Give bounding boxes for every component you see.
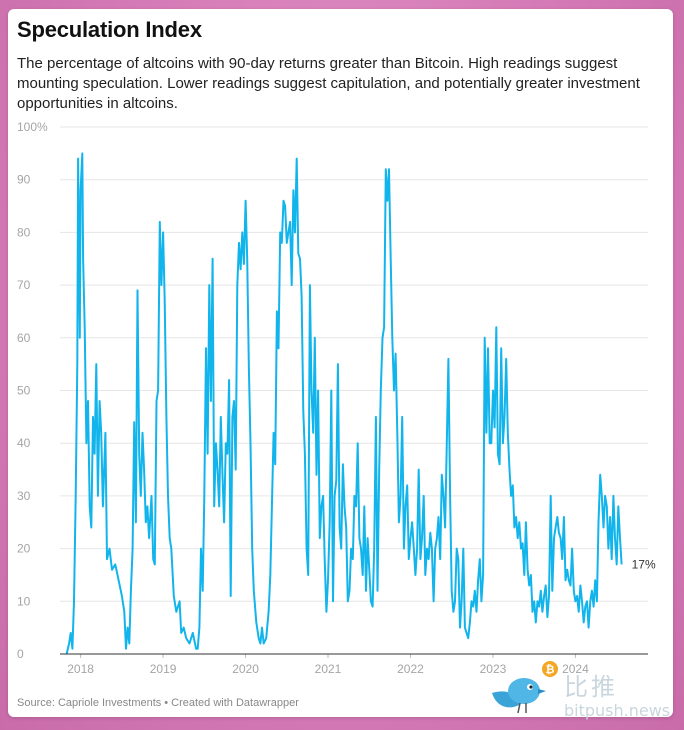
chart-footer: Source: Capriole Investments • Created wit…	[17, 697, 299, 709]
y-tick-label: 30	[17, 489, 31, 503]
speculation-index-chart: 100% 90 80 70 60 50 40 30 20 10 0 2018 2019 2020 2021 2…	[17, 120, 656, 676]
y-tick-label: 80	[17, 225, 31, 239]
y-tick-label: 100%	[17, 120, 48, 134]
chart-title: Speculation Index	[17, 17, 202, 42]
y-tick-label: 40	[17, 436, 31, 450]
chart-card: Speculation Index The percentage of altc…	[8, 9, 673, 720]
bird-bitcoin-logo-icon: ₿	[492, 661, 558, 714]
y-tick-label: 60	[17, 331, 31, 345]
y-tick-label: 10	[17, 594, 31, 608]
watermark-url: bitpush.news	[564, 701, 671, 720]
x-tick-label: 2019	[150, 662, 177, 676]
x-tick-label: 2023	[480, 662, 507, 676]
watermark: ₿ 比推 bitpush.news	[488, 659, 678, 721]
x-tick-label: 2020	[232, 662, 259, 676]
end-value-label: 17%	[632, 557, 656, 571]
y-tick-label: 90	[17, 173, 31, 187]
y-tick-label: 70	[17, 278, 31, 292]
x-tick-label: 2022	[397, 662, 424, 676]
series-line-speculation-index	[65, 152, 623, 655]
x-tick-label: 2018	[67, 662, 94, 676]
y-tick-label: 0	[17, 647, 24, 661]
footer-separator: •	[164, 697, 169, 709]
source-text: Source: Capriole Investments	[17, 697, 162, 709]
y-tick-label: 20	[17, 542, 31, 556]
credit-text: Created with Datawrapper	[171, 697, 299, 709]
x-tick-label: 2021	[315, 662, 342, 676]
y-tick-label: 50	[17, 384, 31, 398]
x-tick-label: 2024	[562, 662, 589, 676]
svg-text:₿: ₿	[546, 663, 555, 676]
chart-description: The percentage of altcoins with 90-day r…	[17, 55, 640, 112]
watermark-chinese: 比推	[564, 673, 618, 701]
